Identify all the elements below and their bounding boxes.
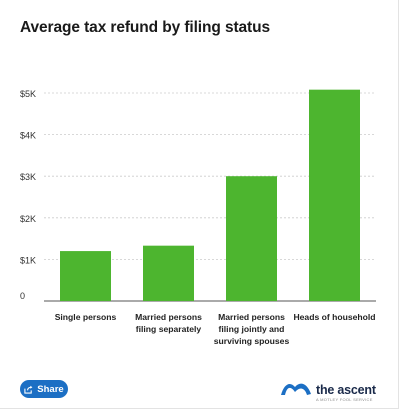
chart-bars bbox=[60, 89, 360, 301]
share-button[interactable]: Share bbox=[20, 380, 68, 398]
y-tick-label: $2K bbox=[20, 214, 36, 224]
bar-chart: 0 $1K $2K $3K $4K $5K Single persons Married p… bbox=[20, 89, 376, 346]
chart-title: Average tax refund by filing status bbox=[20, 19, 271, 36]
ascent-logo-icon bbox=[280, 378, 312, 401]
x-tick-label: Heads of household bbox=[293, 312, 375, 322]
bar bbox=[60, 251, 111, 301]
x-tick-label: Married persons filing separately bbox=[135, 312, 202, 334]
brand-name: the ascent bbox=[316, 382, 376, 397]
brand-logo: the ascent bbox=[280, 378, 376, 401]
x-tick-label: Single persons bbox=[55, 312, 117, 322]
brand-tagline: A MOTLEY FOOL SERVICE bbox=[316, 397, 373, 402]
x-tick-label: Married persons filing jointly and survivi… bbox=[214, 312, 290, 346]
y-tick-label: $1K bbox=[20, 255, 36, 265]
y-tick-label: $5K bbox=[20, 89, 36, 99]
share-icon bbox=[24, 385, 33, 394]
y-tick-label: $4K bbox=[20, 131, 36, 141]
y-axis-ticks: 0 $1K $2K $3K $4K $5K bbox=[20, 89, 36, 301]
y-tick-label: 0 bbox=[20, 291, 25, 301]
bar bbox=[309, 89, 360, 301]
bar bbox=[143, 245, 194, 301]
y-tick-label: $3K bbox=[20, 172, 36, 182]
share-label: Share bbox=[37, 383, 64, 395]
bar bbox=[226, 176, 277, 301]
x-axis-labels: Single persons Married persons filing sepa… bbox=[55, 312, 376, 346]
